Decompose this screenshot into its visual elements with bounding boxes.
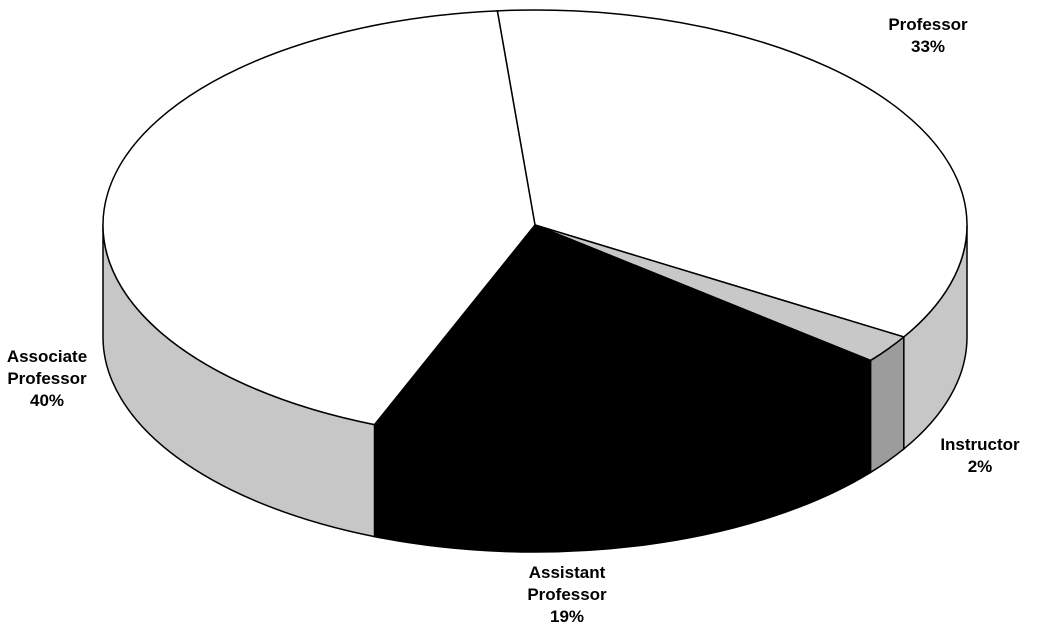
slice-value: 2% <box>967 457 993 476</box>
slice-name: Instructor <box>940 435 1020 454</box>
slice-value: 33% <box>910 37 946 56</box>
slice-name: Associate Professor <box>6 347 88 388</box>
slice <box>373 224 873 441</box>
slice-label: Associate Professor 40% <box>0 346 112 412</box>
slice <box>496 9 968 338</box>
slice-name: Professor <box>888 15 968 34</box>
slice-label: Instructor 2% <box>915 434 1038 478</box>
slice-value: 40% <box>29 391 65 410</box>
slice-value: 19% <box>549 607 585 626</box>
slice-label: Professor 33% <box>863 14 993 58</box>
slice-name: Assistant Professor <box>527 563 607 604</box>
slice <box>102 10 536 426</box>
slice-label: Assistant Professor 19% <box>502 562 632 628</box>
